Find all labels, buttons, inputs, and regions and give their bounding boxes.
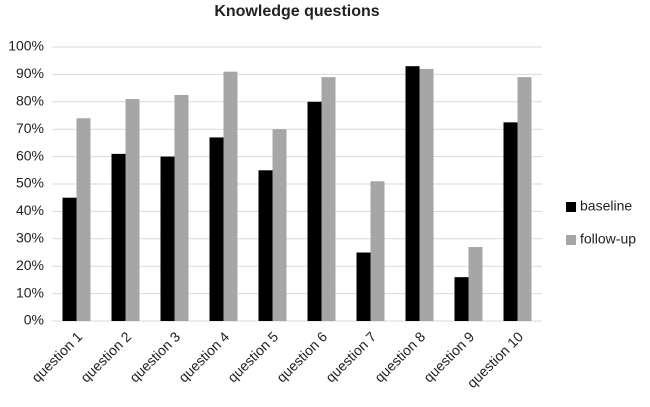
bar (160, 156, 175, 321)
bar (258, 170, 273, 321)
bar (321, 77, 336, 321)
bar (419, 68, 434, 321)
x-tick-label: question 4 (175, 328, 232, 385)
chart-title: Knowledge questions (214, 3, 379, 20)
x-tick-label: question 8 (371, 328, 428, 385)
y-tick-label: 90% (16, 65, 44, 81)
y-tick-label: 50% (16, 175, 44, 191)
bar (174, 94, 189, 321)
bar (76, 118, 91, 322)
x-tick-label: question 3 (126, 328, 183, 385)
x-tick-label: question 7 (322, 328, 379, 385)
bar (223, 71, 238, 321)
y-tick-label: 10% (16, 284, 44, 300)
bar (503, 122, 518, 321)
bar (517, 77, 532, 321)
legend-label: follow-up (580, 231, 636, 247)
bar (125, 99, 140, 321)
bar (370, 181, 385, 321)
y-tick-label: 20% (16, 257, 44, 273)
x-tick-label: question 5 (224, 328, 281, 385)
x-tick-label: question 1 (28, 328, 85, 385)
bar (62, 197, 77, 321)
bar (454, 277, 469, 321)
bar (307, 101, 322, 321)
y-tick-label: 40% (16, 202, 44, 218)
bar (272, 129, 287, 321)
y-tick-label: 0% (24, 312, 44, 328)
legend-label: baseline (580, 198, 632, 214)
legend-swatch (566, 202, 576, 212)
y-tick-label: 100% (8, 38, 44, 54)
y-tick-label: 80% (16, 93, 44, 109)
y-tick-label: 70% (16, 120, 44, 136)
bar (468, 247, 483, 321)
x-tick-label: question 6 (273, 328, 330, 385)
legend-swatch (566, 235, 576, 245)
bar (111, 153, 126, 321)
bar (209, 137, 224, 321)
y-tick-label: 60% (16, 147, 44, 163)
bar (356, 252, 371, 321)
y-tick-label: 30% (16, 230, 44, 246)
bar (405, 66, 420, 322)
x-tick-label: question 2 (77, 328, 134, 385)
